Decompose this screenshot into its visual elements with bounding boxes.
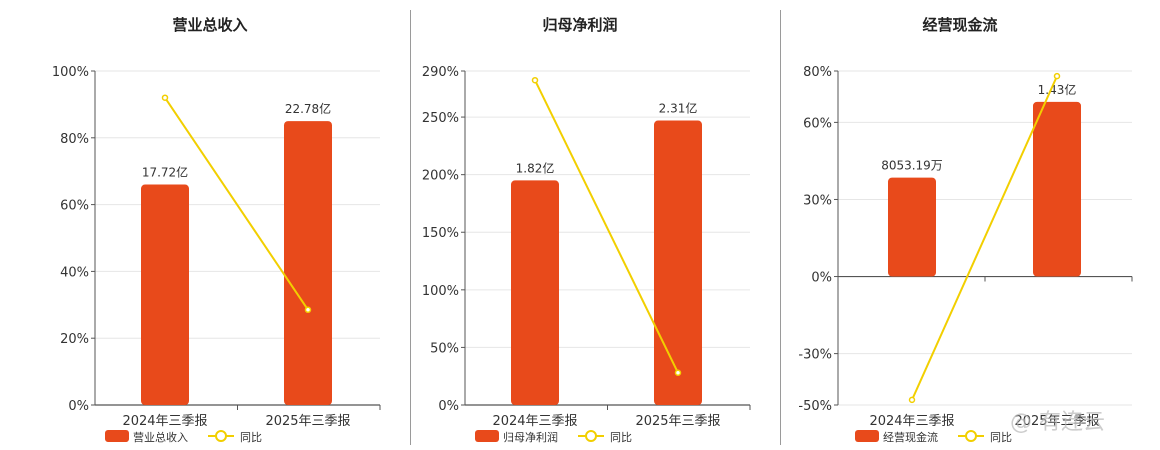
- legend-label: 同比: [240, 431, 262, 444]
- y-tick-label: 100%: [422, 284, 459, 299]
- y-tick-label: 290%: [422, 65, 459, 80]
- panel-divider: [780, 10, 781, 445]
- bar-data-label: 2.31亿: [659, 101, 698, 116]
- chart-revenue: 0% 20% 40% 60% 80% 100% 2024年三季报 2025年三季报 17.72亿…: [52, 65, 381, 444]
- chart-net-profit: 0% 50% 100% 150% 200% 250% 290% 2024年三季报 2025年三季…: [422, 65, 751, 444]
- bar: [511, 180, 559, 405]
- y-tick-label: 60%: [60, 199, 89, 214]
- x-tick-label: 2024年三季报: [869, 414, 954, 429]
- y-tick-label: -30%: [798, 348, 832, 363]
- x-tick-label: 2025年三季报: [265, 414, 350, 429]
- line-series: [164, 97, 309, 311]
- bar: [1033, 101, 1081, 277]
- chart-title-revenue: 营业总收入: [172, 16, 248, 34]
- y-tick-label: 80%: [60, 132, 89, 147]
- legend-bar-swatch: [105, 430, 129, 442]
- y-tick-label: 60%: [803, 116, 832, 131]
- bar-data-label: 22.78亿: [285, 101, 331, 116]
- legend-label: 营业总收入: [133, 430, 188, 444]
- y-tick-label: 0%: [811, 271, 832, 286]
- line-series: [911, 75, 1058, 401]
- y-tick-label: 80%: [803, 65, 832, 80]
- legend-bar-swatch: [475, 430, 499, 442]
- panel-divider: [410, 10, 411, 445]
- bar: [141, 184, 189, 405]
- y-tick-label: 200%: [422, 169, 459, 184]
- y-tick-label: 40%: [60, 265, 89, 280]
- bar: [654, 120, 702, 405]
- y-tick-label: 0%: [438, 399, 459, 414]
- x-tick-label: 2024年三季报: [492, 414, 577, 429]
- bar: [284, 121, 332, 405]
- bar-data-label: 8053.19万: [881, 159, 943, 173]
- legend-label: 同比: [990, 431, 1012, 444]
- y-tick-label: 250%: [422, 111, 459, 126]
- x-tick-label: 2025年三季报: [635, 414, 720, 429]
- line-point: [531, 76, 539, 84]
- y-tick-label: 30%: [803, 193, 832, 208]
- x-tick-label: 2025年三季报: [1014, 414, 1099, 429]
- y-tick-label: -50%: [798, 399, 832, 414]
- y-tick-label: 100%: [52, 65, 89, 80]
- line-point: [1053, 72, 1061, 80]
- chart-cashflow: -50% -30% 0% 30% 60% 80% 2024年三季报 2025年三季报 8053.…: [798, 65, 1133, 444]
- line-point: [908, 396, 916, 404]
- y-tick-label: 0%: [68, 399, 89, 414]
- bar-data-label: 17.72亿: [142, 165, 188, 180]
- chart-title-net-profit: 归母净利润: [542, 16, 618, 34]
- x-tick-label: 2024年三季报: [122, 414, 207, 429]
- bar: [888, 177, 936, 277]
- legend-line-marker: [585, 430, 597, 442]
- bar-data-label: 1.43亿: [1038, 82, 1077, 97]
- legend-label: 归母净利润: [503, 430, 558, 444]
- y-tick-label: 50%: [430, 341, 459, 356]
- legend-line-marker: [215, 430, 227, 442]
- line-series: [534, 79, 679, 374]
- line-point: [674, 369, 682, 377]
- line-point: [304, 306, 312, 314]
- y-tick-label: 20%: [60, 332, 89, 347]
- line-point: [161, 94, 169, 101]
- bar-data-label: 1.82亿: [516, 160, 555, 175]
- legend-bar-swatch: [855, 430, 879, 442]
- y-tick-label: 150%: [422, 226, 459, 241]
- chart-title-cashflow: 经营现金流: [922, 16, 998, 34]
- legend-label: 同比: [610, 431, 632, 444]
- watermark: @ 有连云: [1010, 410, 1105, 435]
- legend-label: 经营现金流: [883, 430, 938, 444]
- legend-line-marker: [965, 430, 977, 442]
